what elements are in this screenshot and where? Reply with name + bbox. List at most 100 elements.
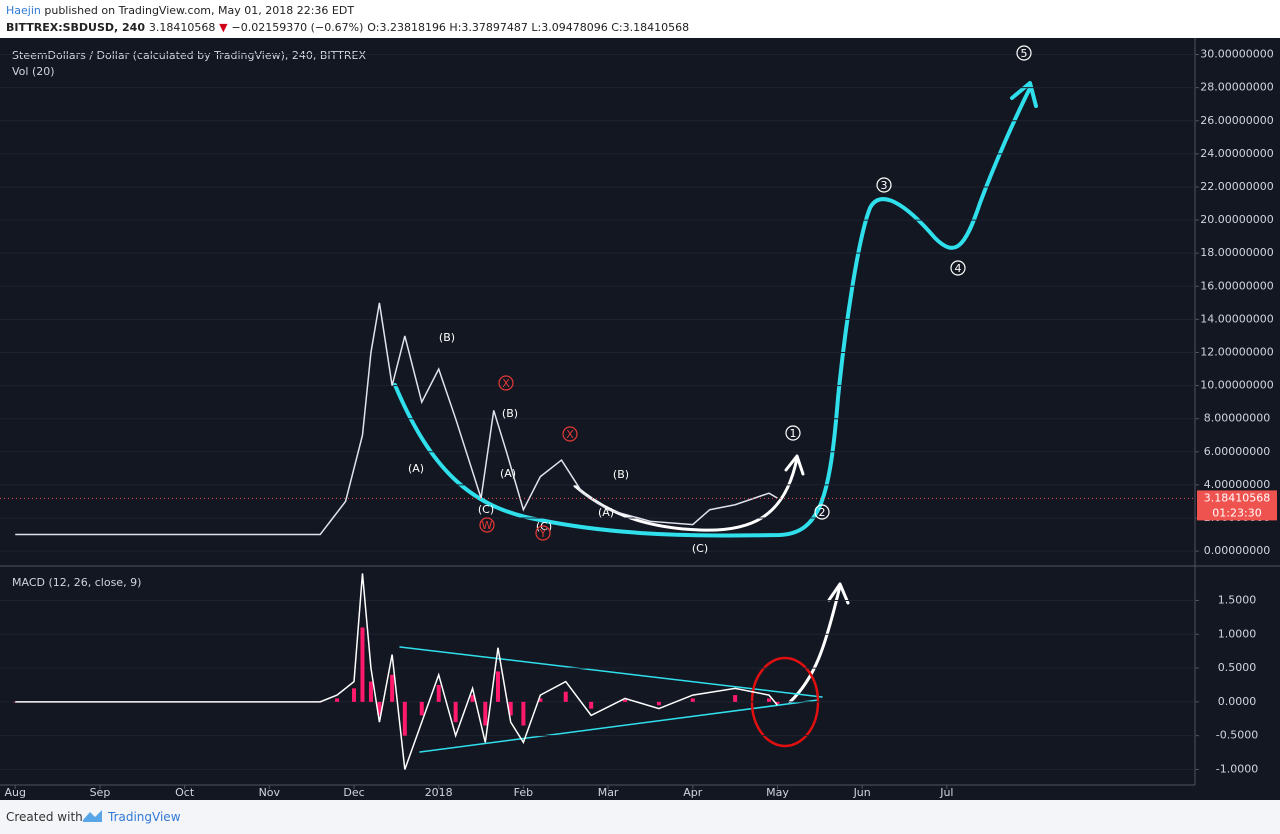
- wave-label: (B): [439, 331, 455, 344]
- x-tick-label: Dec: [343, 786, 364, 799]
- series-line: [15, 573, 779, 770]
- wave-label: X: [502, 377, 510, 390]
- chart-title: SteemDollars / Dollar (calculated by Tra…: [12, 49, 366, 62]
- ohlc: O:3.23818196 H:3.37897487 L:3.09478096 C…: [367, 21, 690, 34]
- wave-label: (C): [478, 503, 494, 516]
- chart: SteemDollars / Dollar (calculated by Tra…: [0, 38, 1280, 800]
- x-tick-label: Feb: [514, 786, 533, 799]
- base-arc: [573, 456, 799, 532]
- footer: Created with TradingView: [0, 800, 1280, 834]
- wave-circle: [814, 504, 830, 520]
- wave-circle: [950, 260, 966, 276]
- histogram-bar: [13, 701, 18, 703]
- histogram-bar: [453, 701, 458, 723]
- y-tick-label: 28.00000000: [1200, 81, 1273, 94]
- wave-circle: [1016, 45, 1032, 61]
- y-tick-label: 24.00000000: [1200, 147, 1273, 160]
- histogram-bar: [508, 701, 513, 716]
- wave-label: (C): [692, 542, 708, 555]
- y-tick-label: 0.00000000: [1204, 544, 1270, 557]
- down-arrow: ▼: [219, 21, 228, 34]
- wave-label: 1: [790, 427, 797, 440]
- quote-line: BITTREX:SBDUSD, 240 3.18410568 ▼ −0.0215…: [6, 21, 689, 34]
- wave-circle: [498, 375, 514, 391]
- histogram-bar: [360, 627, 365, 702]
- brand[interactable]: TradingView: [108, 810, 181, 824]
- wave-circle: [535, 525, 551, 541]
- y-tick-label: -1.0000: [1216, 762, 1258, 775]
- x-tick-label: Apr: [683, 786, 703, 799]
- volume-label: Vol (20): [12, 65, 55, 78]
- y-tick-label: 22.00000000: [1200, 180, 1273, 193]
- histogram-bar: [402, 701, 407, 736]
- x-tick-label: Jun: [853, 786, 871, 799]
- symbol: BITTREX:SBDUSD, 240: [6, 21, 145, 34]
- author[interactable]: Haejin: [6, 4, 41, 17]
- x-tick-label: Mar: [598, 786, 619, 799]
- y-tick-label: 16.00000000: [1200, 279, 1273, 292]
- y-tick-label: 10.00000000: [1200, 379, 1273, 392]
- wave-circle: [876, 177, 892, 193]
- x-tick-label: May: [766, 786, 789, 799]
- histogram-bar: [377, 701, 382, 716]
- y-tick-label: 0.0000: [1218, 695, 1257, 708]
- countdown: 01:23:30: [1212, 506, 1261, 519]
- macd-title: MACD (12, 26, close, 9): [12, 576, 141, 589]
- y-tick-label: 8.00000000: [1204, 412, 1270, 425]
- wave-label: (B): [613, 468, 629, 481]
- wave-label: (A): [500, 467, 516, 480]
- wave-label: W: [482, 519, 493, 532]
- created-with: Created with: [6, 810, 83, 824]
- x-tick-label: Aug: [5, 786, 26, 799]
- y-tick-label: 14.00000000: [1200, 312, 1273, 325]
- histogram-bar: [775, 701, 780, 704]
- wave-circle: [785, 425, 801, 441]
- histogram-bar: [436, 684, 441, 702]
- triangle-upper: [399, 646, 823, 698]
- histogram-bar: [733, 695, 738, 702]
- projection-curve: [393, 86, 1032, 538]
- y-tick-label: 12.00000000: [1200, 345, 1273, 358]
- series-line: [15, 302, 778, 536]
- y-tick-label: 1.5000: [1218, 593, 1257, 606]
- y-tick-label: 6.00000000: [1204, 445, 1270, 458]
- wave-label: 5: [1021, 47, 1028, 60]
- wave-label: 4: [955, 262, 962, 275]
- header: Haejin published on TradingView.com, May…: [0, 0, 1280, 38]
- published: published on TradingView.com, May 01, 20…: [44, 4, 355, 17]
- histogram-bar: [419, 701, 424, 716]
- histogram-bar: [538, 698, 543, 702]
- y-tick-label: 0.5000: [1218, 661, 1257, 674]
- x-tick-label: 2018: [425, 786, 453, 799]
- wave-label: (A): [598, 506, 614, 519]
- wave-label: 3: [881, 179, 888, 192]
- y-tick-label: -0.5000: [1216, 729, 1258, 742]
- macd-arrowhead: [827, 582, 850, 605]
- wave-label: 2: [819, 506, 826, 519]
- publish-line: Haejin published on TradingView.com, May…: [6, 4, 354, 17]
- histogram-bar: [390, 674, 395, 702]
- histogram-bar: [483, 701, 488, 726]
- last-price-box: [1197, 490, 1277, 521]
- y-tick-label: 20.00000000: [1200, 213, 1273, 226]
- price: 3.18410568: [148, 21, 216, 34]
- y-tick-label: 4.00000000: [1204, 478, 1270, 491]
- x-tick-label: Oct: [175, 786, 195, 799]
- y-tick-label: 30.00000000: [1200, 48, 1273, 61]
- histogram-bar: [690, 698, 695, 702]
- histogram-bar: [521, 701, 526, 726]
- histogram-bar: [368, 681, 373, 702]
- wave-label: Y: [539, 527, 547, 540]
- y-tick-label: 26.00000000: [1200, 114, 1273, 127]
- x-tick-label: Nov: [259, 786, 281, 799]
- histogram-bar: [335, 698, 340, 702]
- logo: [83, 810, 102, 822]
- wave-circle: [479, 517, 495, 533]
- change: −0.02159370 (−0.67%): [231, 21, 364, 34]
- x-tick-label: Jul: [939, 786, 953, 799]
- wave-circle: [562, 426, 578, 442]
- drawings: [393, 81, 1038, 753]
- last-price-label: 3.18410568: [1204, 491, 1270, 504]
- histogram-bar: [470, 695, 475, 702]
- wave-label: X: [566, 428, 574, 441]
